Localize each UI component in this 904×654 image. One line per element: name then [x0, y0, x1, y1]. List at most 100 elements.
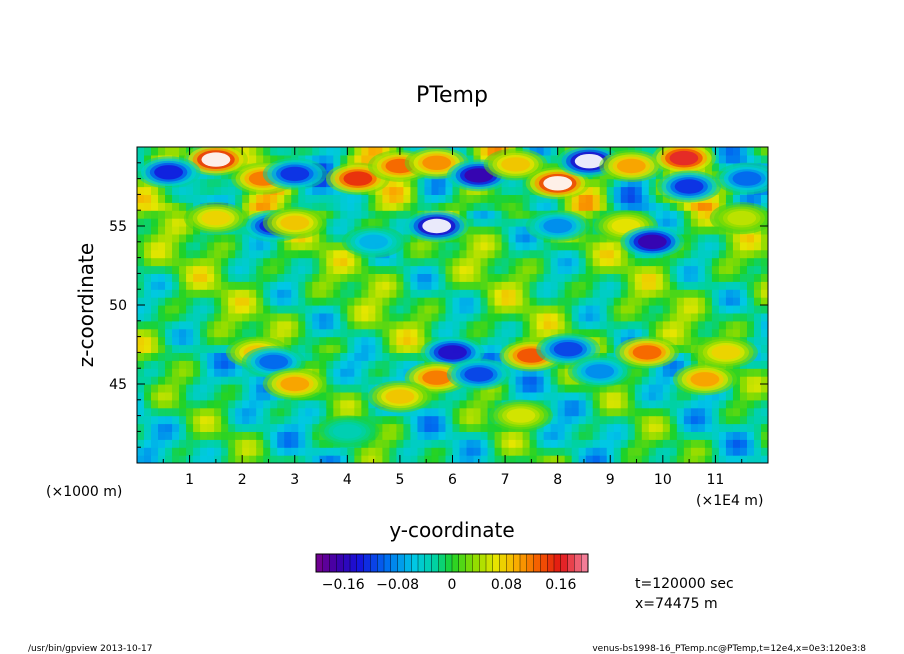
heatmap-cell [487, 194, 496, 203]
colorbar-tick-label: 0.08 [491, 577, 522, 593]
heatmap-cell [200, 391, 208, 401]
heatmap-cell [207, 368, 215, 377]
heatmap-cell [459, 447, 468, 456]
heatmap-cell [172, 336, 180, 346]
heatmap-cell [207, 178, 215, 188]
heatmap-cell [683, 233, 692, 243]
heatmap-cell [270, 439, 278, 448]
heatmap-cell [459, 147, 468, 156]
heatmap-cell [347, 455, 355, 463]
heatmap-cell [690, 320, 699, 330]
heatmap-cell [753, 344, 762, 353]
heatmap-cell [228, 368, 236, 377]
heatmap-cell [690, 415, 699, 425]
heatmap-cell [193, 384, 201, 393]
heatmap-cell [277, 305, 285, 314]
heatmap-cell [480, 241, 489, 251]
heatmap-cell [144, 320, 152, 330]
heatmap-cell [417, 447, 426, 456]
heatmap-cell [354, 289, 362, 298]
heatmap-cell [445, 265, 454, 274]
heatmap-cell [249, 194, 257, 203]
heatmap-cell [368, 218, 376, 227]
heatmap-cell [179, 312, 187, 322]
heatmap-cell [284, 399, 292, 409]
heatmap-cell [200, 241, 208, 251]
heatmap-cell [179, 273, 187, 282]
heatmap-cell [382, 297, 390, 306]
heatmap-cell [417, 281, 426, 290]
heatmap-cell [648, 210, 657, 219]
heatmap-cell [382, 147, 390, 156]
heatmap-cell [578, 297, 587, 306]
heatmap-cell [326, 320, 334, 330]
heatmap-cell [480, 399, 489, 409]
heatmap-cell [452, 194, 461, 203]
heatmap-cell [697, 320, 706, 330]
heatmap-cell [151, 407, 159, 417]
heatmap-cell [585, 447, 594, 456]
heatmap-cell [319, 186, 327, 195]
heatmap-cell [298, 289, 306, 298]
heatmap-cell [704, 218, 713, 227]
heatmap-cell [207, 233, 215, 243]
heatmap-cell [529, 384, 538, 393]
heatmap-cell [753, 233, 762, 243]
heatmap-cell [179, 455, 187, 463]
heatmap-cell [760, 194, 768, 203]
heatmap-cell [375, 415, 383, 425]
heatmap-cell [662, 170, 671, 180]
heatmap-cell [200, 305, 208, 314]
heatmap-cell [522, 312, 531, 322]
heatmap-cell [277, 241, 285, 251]
heatmap-cell [165, 423, 173, 432]
heatmap-cell [711, 289, 720, 298]
heatmap-cell [732, 447, 741, 456]
heatmap-cell [578, 249, 587, 259]
heatmap-cell [501, 336, 510, 346]
heatmap-cell [137, 391, 145, 401]
heatmap-cell [704, 249, 713, 259]
heatmap-cell [207, 265, 215, 274]
heatmap-cell [214, 241, 222, 251]
heatmap-cell [396, 218, 405, 227]
heatmap-cell [760, 297, 768, 306]
heatmap-cell [361, 447, 369, 456]
heatmap-cell [179, 281, 187, 290]
heatmap-cell [452, 289, 461, 298]
heatmap-cell [172, 423, 180, 432]
heatmap-cell [263, 312, 271, 322]
heatmap-cell [438, 289, 447, 298]
heatmap-cell [732, 439, 741, 448]
heatmap-cell [438, 241, 447, 251]
heatmap-cell [564, 455, 573, 463]
heatmap-cell [165, 281, 173, 290]
heatmap-cell [718, 328, 727, 338]
heatmap-cell [291, 312, 299, 322]
heatmap-cell [452, 447, 461, 456]
heatmap-cell [592, 186, 601, 195]
heatmap-cell [529, 289, 538, 298]
heatmap-cell [305, 336, 313, 346]
heatmap-cell [641, 368, 650, 377]
heatmap-cell [641, 186, 650, 195]
heatmap-cell [585, 439, 594, 448]
heatmap-cell [592, 202, 601, 211]
heatmap-cell [431, 265, 440, 274]
heatmap-cell [326, 281, 334, 290]
heatmap-cell [151, 336, 159, 346]
heatmap-cell [543, 257, 552, 267]
heatmap-cell [683, 455, 692, 463]
heatmap-cell [361, 368, 369, 377]
heatmap-cell [515, 312, 524, 322]
heatmap-cell [599, 407, 608, 417]
heatmap-cell [361, 265, 369, 274]
heatmap-cell [599, 289, 608, 298]
heatmap-cell [298, 305, 306, 314]
heatmap-cell [536, 391, 545, 401]
heatmap-cell [193, 399, 201, 409]
heatmap-features [137, 147, 768, 448]
heatmap-cell [165, 391, 173, 401]
heatmap-cell [186, 249, 194, 259]
heatmap-cell [396, 186, 405, 195]
